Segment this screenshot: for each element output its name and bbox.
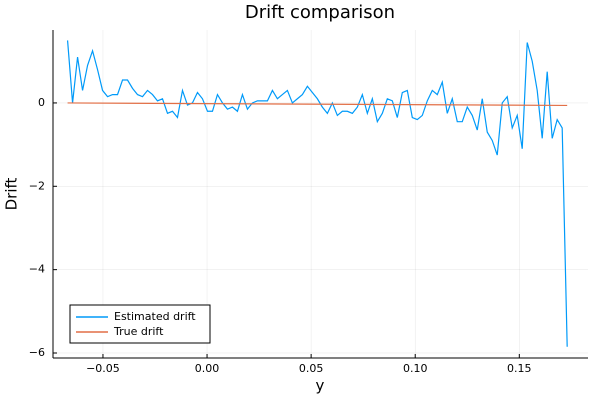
chart-title: Drift comparison — [245, 2, 395, 23]
y-axis-label: Drift — [3, 177, 21, 210]
x-tick-label: 0.15 — [507, 362, 532, 375]
x-tick-label: 0.05 — [299, 362, 324, 375]
y-tick-label: −4 — [29, 263, 45, 276]
x-tick-label: 0.00 — [195, 362, 220, 375]
legend-label: Estimated drift — [114, 310, 196, 323]
x-tick-label: 0.10 — [403, 362, 428, 375]
legend-box — [69, 304, 211, 344]
y-tick-label: 0 — [38, 96, 45, 109]
y-tick-label: −6 — [29, 346, 45, 359]
data-line — [66, 40, 568, 347]
x-axis-label: y — [316, 377, 325, 395]
legend-label: True drift — [113, 325, 164, 338]
y-tick-label: −2 — [29, 179, 45, 192]
data-line — [67, 102, 568, 107]
x-tick-label: −0.05 — [86, 362, 120, 375]
